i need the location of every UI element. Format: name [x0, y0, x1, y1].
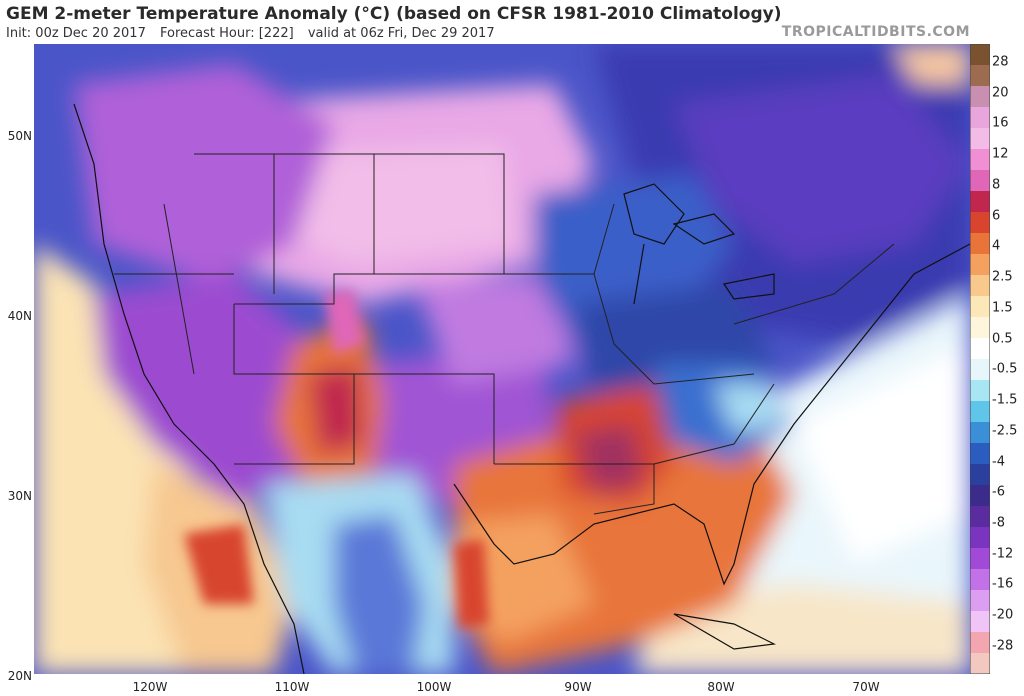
- colorbar-segment: [970, 401, 990, 423]
- longitude-label: 80W: [707, 680, 735, 694]
- colorbar-label: 8: [992, 177, 1001, 193]
- colorbar-label: -4: [992, 454, 1005, 469]
- coastlines: [73, 103, 970, 674]
- colorbar-segment: [970, 611, 990, 633]
- colorbar-label: -12: [992, 546, 1014, 562]
- colorbar-segment: [970, 254, 990, 276]
- colorbar-segment: [970, 191, 990, 213]
- valid-time: valid at 06z Fri, Dec 29 2017: [307, 26, 495, 41]
- colorbar-segment: [970, 233, 990, 255]
- colorbar-segment: [970, 569, 990, 591]
- state-borders: [114, 153, 895, 515]
- colorbar-label: 16: [992, 115, 1009, 131]
- colorbar-segment: [970, 464, 990, 486]
- colorbar-label: -1.5: [992, 392, 1018, 408]
- longitude-label: 70W: [852, 680, 880, 694]
- colorbar-label: -8: [992, 515, 1005, 531]
- init-time: Init: 00z Dec 20 2017: [6, 26, 146, 41]
- colorbar-segment: [970, 380, 990, 402]
- latitude-label: 20N: [7, 669, 32, 683]
- colorbar-segment: [970, 275, 990, 297]
- longitude-label: 90W: [564, 680, 592, 694]
- colorbar-label: 12: [992, 146, 1009, 162]
- colorbar-segment: [970, 338, 990, 360]
- colorbar-label: 1.5: [992, 300, 1013, 316]
- map-header: GEM 2-meter Temperature Anomaly (°C) (ba…: [0, 0, 1024, 44]
- colorbar-segment: [970, 128, 990, 150]
- colorbar-label: 2.5: [992, 269, 1013, 285]
- colorbar-segment: [970, 548, 990, 570]
- colorbar-segment: [970, 65, 990, 87]
- longitude-label: 110W: [274, 680, 310, 694]
- colorbar-segment: [970, 632, 990, 654]
- map-title: GEM 2-meter Temperature Anomaly (°C) (ba…: [6, 4, 782, 24]
- brand-watermark: TROPICALTIDBITS.COM: [781, 24, 970, 40]
- colorbar-segment: [970, 590, 990, 612]
- colorbar-label: -2.5: [992, 423, 1018, 439]
- anomaly-map: [34, 44, 970, 674]
- colorbar-segment: [970, 86, 990, 108]
- latitude-label: 40N: [7, 309, 32, 323]
- colorbar-segment: [970, 359, 990, 381]
- colorbar-segment: [970, 212, 990, 234]
- latitude-label: 30N: [7, 489, 32, 503]
- colorbar-label: 28: [992, 54, 1009, 70]
- longitude-label: 100W: [416, 680, 452, 694]
- colorbar-label: -6: [992, 484, 1005, 500]
- colorbar-label: -20: [992, 607, 1014, 623]
- longitude-label: 120W: [132, 680, 168, 694]
- colorbar-label: 20: [992, 85, 1009, 101]
- colorbar-label: -28: [992, 638, 1014, 654]
- colorbar-segment: [970, 170, 990, 192]
- colorbar-segment: [970, 44, 990, 66]
- anomaly-field: [34, 44, 970, 674]
- colorbar-label: 6: [992, 208, 1001, 224]
- colorbar-segment: [970, 422, 990, 444]
- forecast-hour: Forecast Hour: [222]: [159, 26, 294, 41]
- colorbar-segment: [970, 485, 990, 507]
- colorbar-segment: [970, 653, 990, 674]
- latitude-label: 50N: [7, 129, 32, 143]
- colorbar-segment: [970, 506, 990, 528]
- colorbar: [970, 44, 990, 674]
- colorbar-segment: [970, 107, 990, 129]
- colorbar-segment: [970, 443, 990, 465]
- colorbar-segment: [970, 317, 990, 339]
- colorbar-label: -16: [992, 576, 1014, 592]
- colorbar-segment: [970, 149, 990, 171]
- colorbar-label: -0.5: [992, 361, 1018, 377]
- colorbar-label: 4: [992, 238, 1001, 254]
- colorbar-labels: 28 20 16 12 8 6 4 2.5 1.5 0.5 -0.5 -1.5 -2.5 -4 -6 -8 -1…: [992, 44, 1024, 674]
- map-subtitle: Init: 00z Dec 20 2017 Forecast Hour: [22…: [6, 26, 505, 41]
- colorbar-segment: [970, 296, 990, 318]
- colorbar-label: 0.5: [992, 331, 1013, 347]
- colorbar-segment: [970, 527, 990, 549]
